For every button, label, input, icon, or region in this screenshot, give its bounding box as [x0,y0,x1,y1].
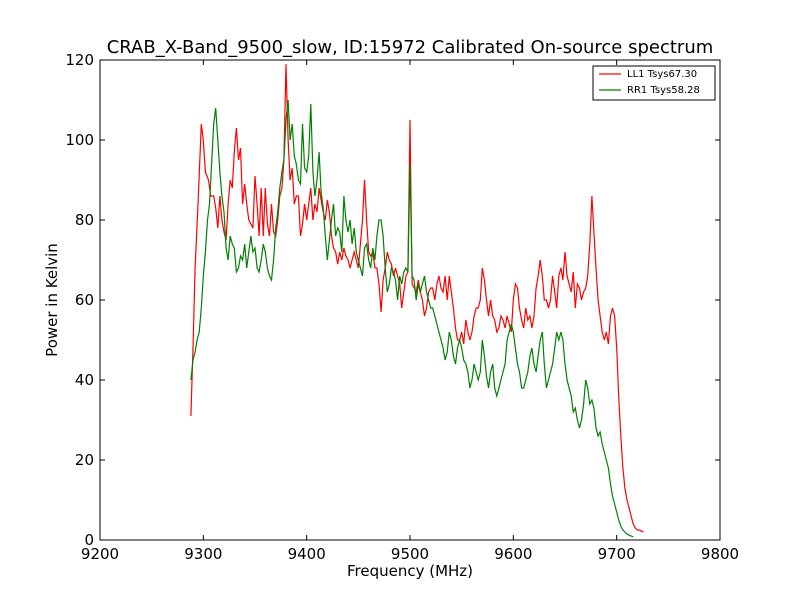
series-layer [190,63,644,538]
y-tick-label: 0 [84,531,94,549]
legend-label-rr1: RR1 Tsys58.28 [627,85,700,96]
x-tick-label: 9500 [391,545,429,563]
y-tick-label: 80 [75,211,94,229]
x-tick-label: 9300 [184,545,222,563]
x-tick-label: 9600 [494,545,532,563]
series-line-rr1 [190,99,634,538]
y-tick-label: 120 [65,51,94,69]
plot-frame [99,59,721,541]
y-tick-label: 100 [65,131,94,149]
legend-box [592,65,716,101]
x-tick-label: 9700 [598,545,636,563]
y-axis-label: Power in Kelvin [43,243,61,357]
y-tick-label: 20 [75,451,94,469]
x-axis-label: Frequency (MHz) [347,562,473,580]
ticks-layer: 9200 9300 9400 9500 9600 9700 9800 0 20 40 60 80 100… [65,51,739,563]
legend-label-ll1: LL1 Tsys67.30 [627,69,697,80]
x-tick-label: 9800 [701,545,739,563]
y-tick-label: 60 [75,291,94,309]
chart-title: CRAB_X-Band_9500_slow, ID:15972 Calibrat… [107,37,714,58]
y-tick-label: 40 [75,371,94,389]
legend: LL1 Tsys67.30 RR1 Tsys58.28 [592,65,716,101]
x-tick-label: 9200 [81,545,119,563]
x-tick-label: 9400 [288,545,326,563]
